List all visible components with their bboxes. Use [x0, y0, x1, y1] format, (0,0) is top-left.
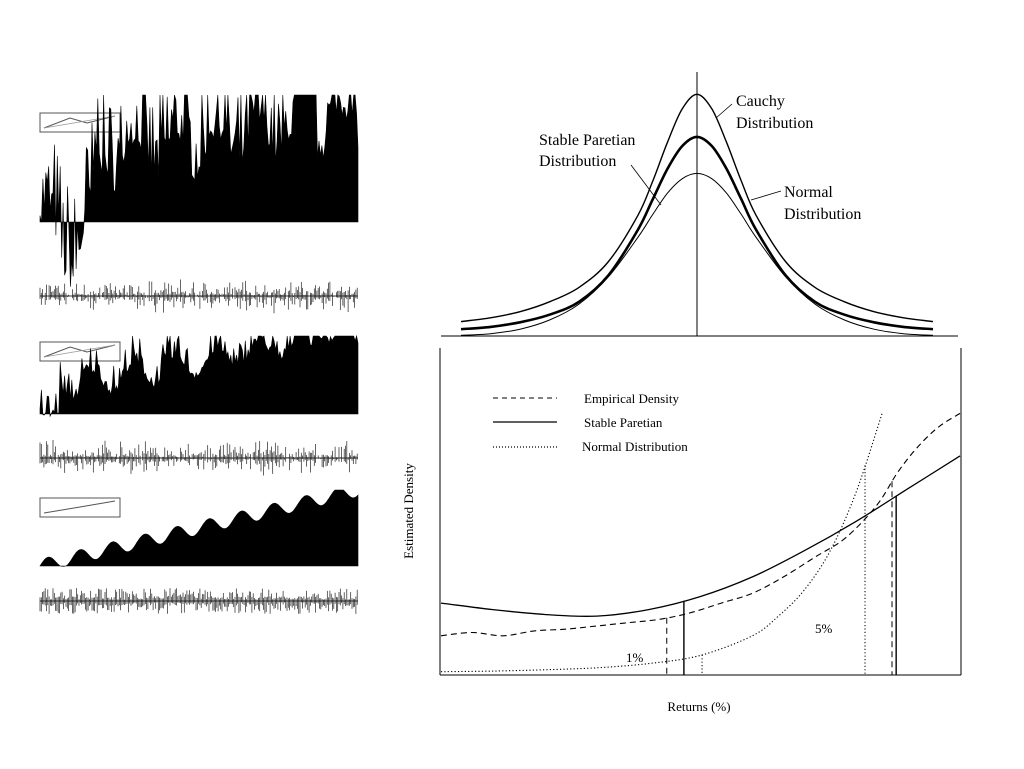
legend: Empirical Density Stable Paretian Normal…	[493, 391, 688, 454]
left-tail-density-panel: 1% 5% Empirical Density Stable Paretian …	[401, 348, 962, 714]
generator-icon-row-3	[39, 497, 121, 518]
fractal-series-panel	[39, 94, 359, 614]
normal-distribution-curve	[460, 172, 934, 336]
normal-distribution-curve	[440, 413, 883, 673]
normal-leader-line	[750, 190, 782, 201]
generator-icon-row-2	[39, 341, 121, 362]
normal-label-line2: Distribution	[784, 206, 861, 223]
five-percent-label: 5%	[815, 621, 833, 636]
stable-paretian-distribution-curve	[460, 135, 934, 331]
price-series-row-3	[39, 489, 359, 567]
x-axis-label: Returns (%)	[667, 699, 730, 714]
generator-icon-row-1	[39, 112, 121, 133]
cauchy-label-line1: Cauchy	[736, 93, 785, 110]
distribution-shapes-panel: Cauchy Distribution Stable Paretian Dist…	[441, 72, 958, 337]
stable-label-line1: Stable Paretian	[539, 132, 635, 149]
cauchy-leader-line	[715, 103, 733, 119]
cauchy-label-line2: Distribution	[736, 115, 813, 132]
cauchy-distribution-curve	[460, 93, 934, 323]
price-series-row-2	[39, 334, 359, 418]
legend-label-normal: Normal Distribution	[582, 439, 688, 454]
one-percent-label: 1%	[626, 650, 644, 665]
stable-label-line2: Distribution	[539, 153, 616, 170]
stable-leader-line	[630, 164, 662, 206]
legend-label-empirical: Empirical Density	[584, 391, 679, 406]
legend-label-stable: Stable Paretian	[584, 415, 663, 430]
empirical-density-curve	[440, 412, 961, 637]
normal-label-line1: Normal	[784, 184, 833, 201]
increments-row-3	[39, 588, 358, 614]
price-series-row-1	[39, 94, 359, 287]
stable-paretian-curve	[440, 455, 961, 618]
y-axis-label: Estimated Density	[401, 463, 416, 559]
